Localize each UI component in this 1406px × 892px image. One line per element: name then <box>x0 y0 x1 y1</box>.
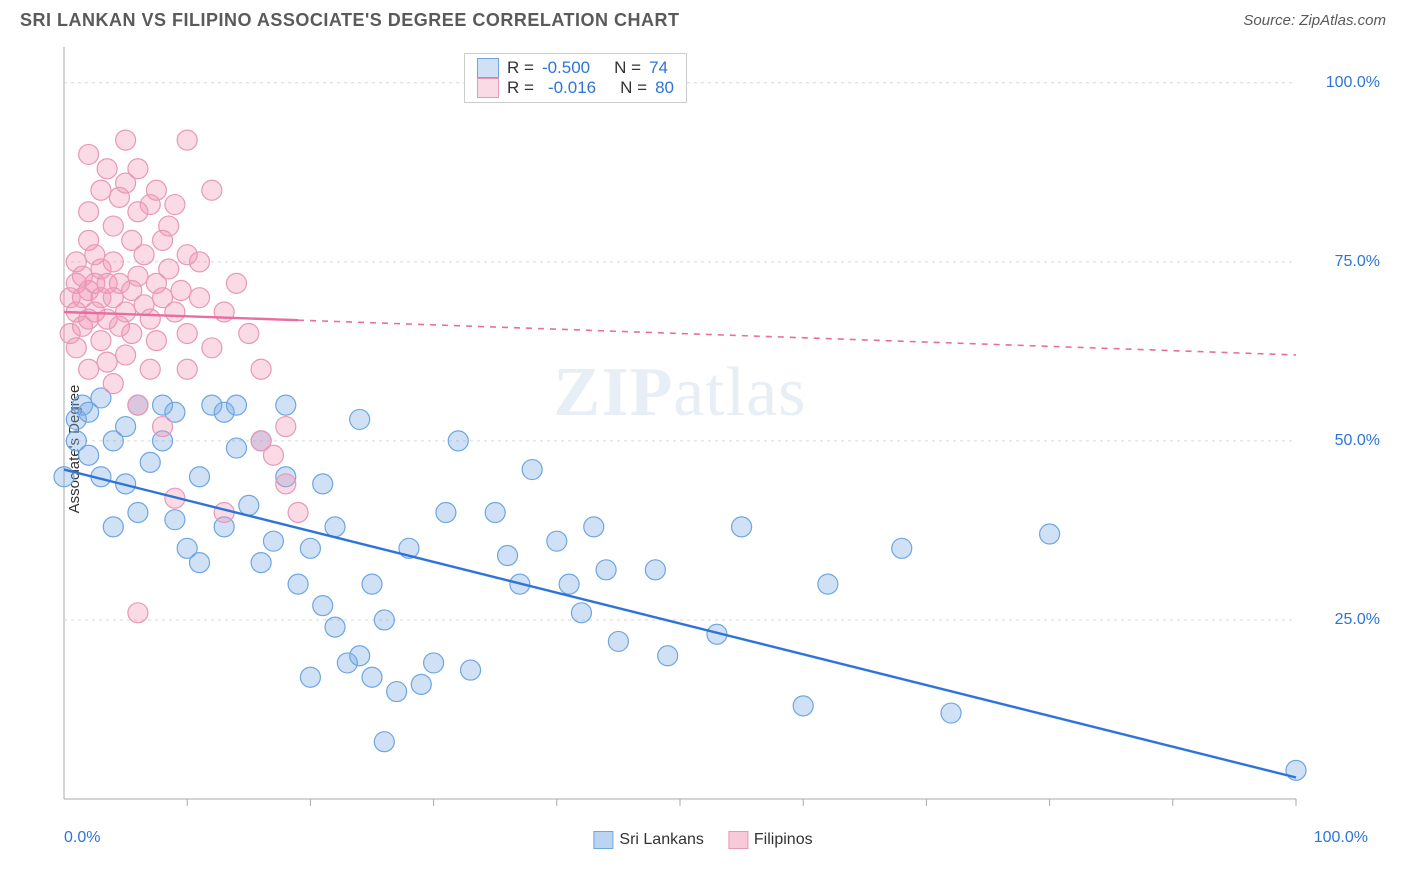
swatch-filipino <box>477 78 499 98</box>
legend-item-1: Sri Lankans <box>593 831 704 849</box>
y-tick-label: 50.0% <box>1335 432 1380 450</box>
r-value-1: -0.500 <box>542 58 590 78</box>
legend-label-1: Sri Lankans <box>619 831 704 849</box>
x-min-label: 0.0% <box>64 829 100 847</box>
source-credit: Source: ZipAtlas.com <box>1243 12 1386 29</box>
legend-item-2: Filipinos <box>728 831 813 849</box>
r-value-2: -0.016 <box>542 78 596 98</box>
stats-row-2: R = -0.016 N = 80 <box>477 78 674 98</box>
r-label-2: R = <box>507 78 534 98</box>
y-tick-label: 75.0% <box>1335 253 1380 271</box>
stats-row-1: R = -0.500 N = 74 <box>477 58 674 78</box>
plot-area: ZIPatlas R = -0.500 N = 74 R = -0.016 N … <box>64 47 1296 799</box>
n-value-2: 80 <box>655 78 674 98</box>
source-link[interactable]: ZipAtlas.com <box>1299 12 1386 29</box>
bottom-legend: Sri Lankans Filipinos <box>593 831 812 849</box>
n-value-1: 74 <box>649 58 668 78</box>
scatter-svg <box>64 47 1296 799</box>
chart-container: Associate's Degree ZIPatlas R = -0.500 N… <box>20 39 1386 859</box>
source-prefix: Source: <box>1243 12 1299 29</box>
legend-swatch-2 <box>728 831 748 849</box>
stats-legend: R = -0.500 N = 74 R = -0.016 N = 80 <box>464 53 687 103</box>
legend-label-2: Filipinos <box>754 831 813 849</box>
r-label: R = <box>507 58 534 78</box>
n-label-2: N = <box>620 78 647 98</box>
y-tick-label: 100.0% <box>1326 74 1380 92</box>
n-label: N = <box>614 58 641 78</box>
legend-swatch-1 <box>593 831 613 849</box>
x-max-label: 100.0% <box>1314 829 1368 847</box>
chart-title: SRI LANKAN VS FILIPINO ASSOCIATE'S DEGRE… <box>20 10 679 31</box>
swatch-srilankan <box>477 58 499 78</box>
y-tick-label: 25.0% <box>1335 611 1380 629</box>
header: SRI LANKAN VS FILIPINO ASSOCIATE'S DEGRE… <box>0 0 1406 35</box>
